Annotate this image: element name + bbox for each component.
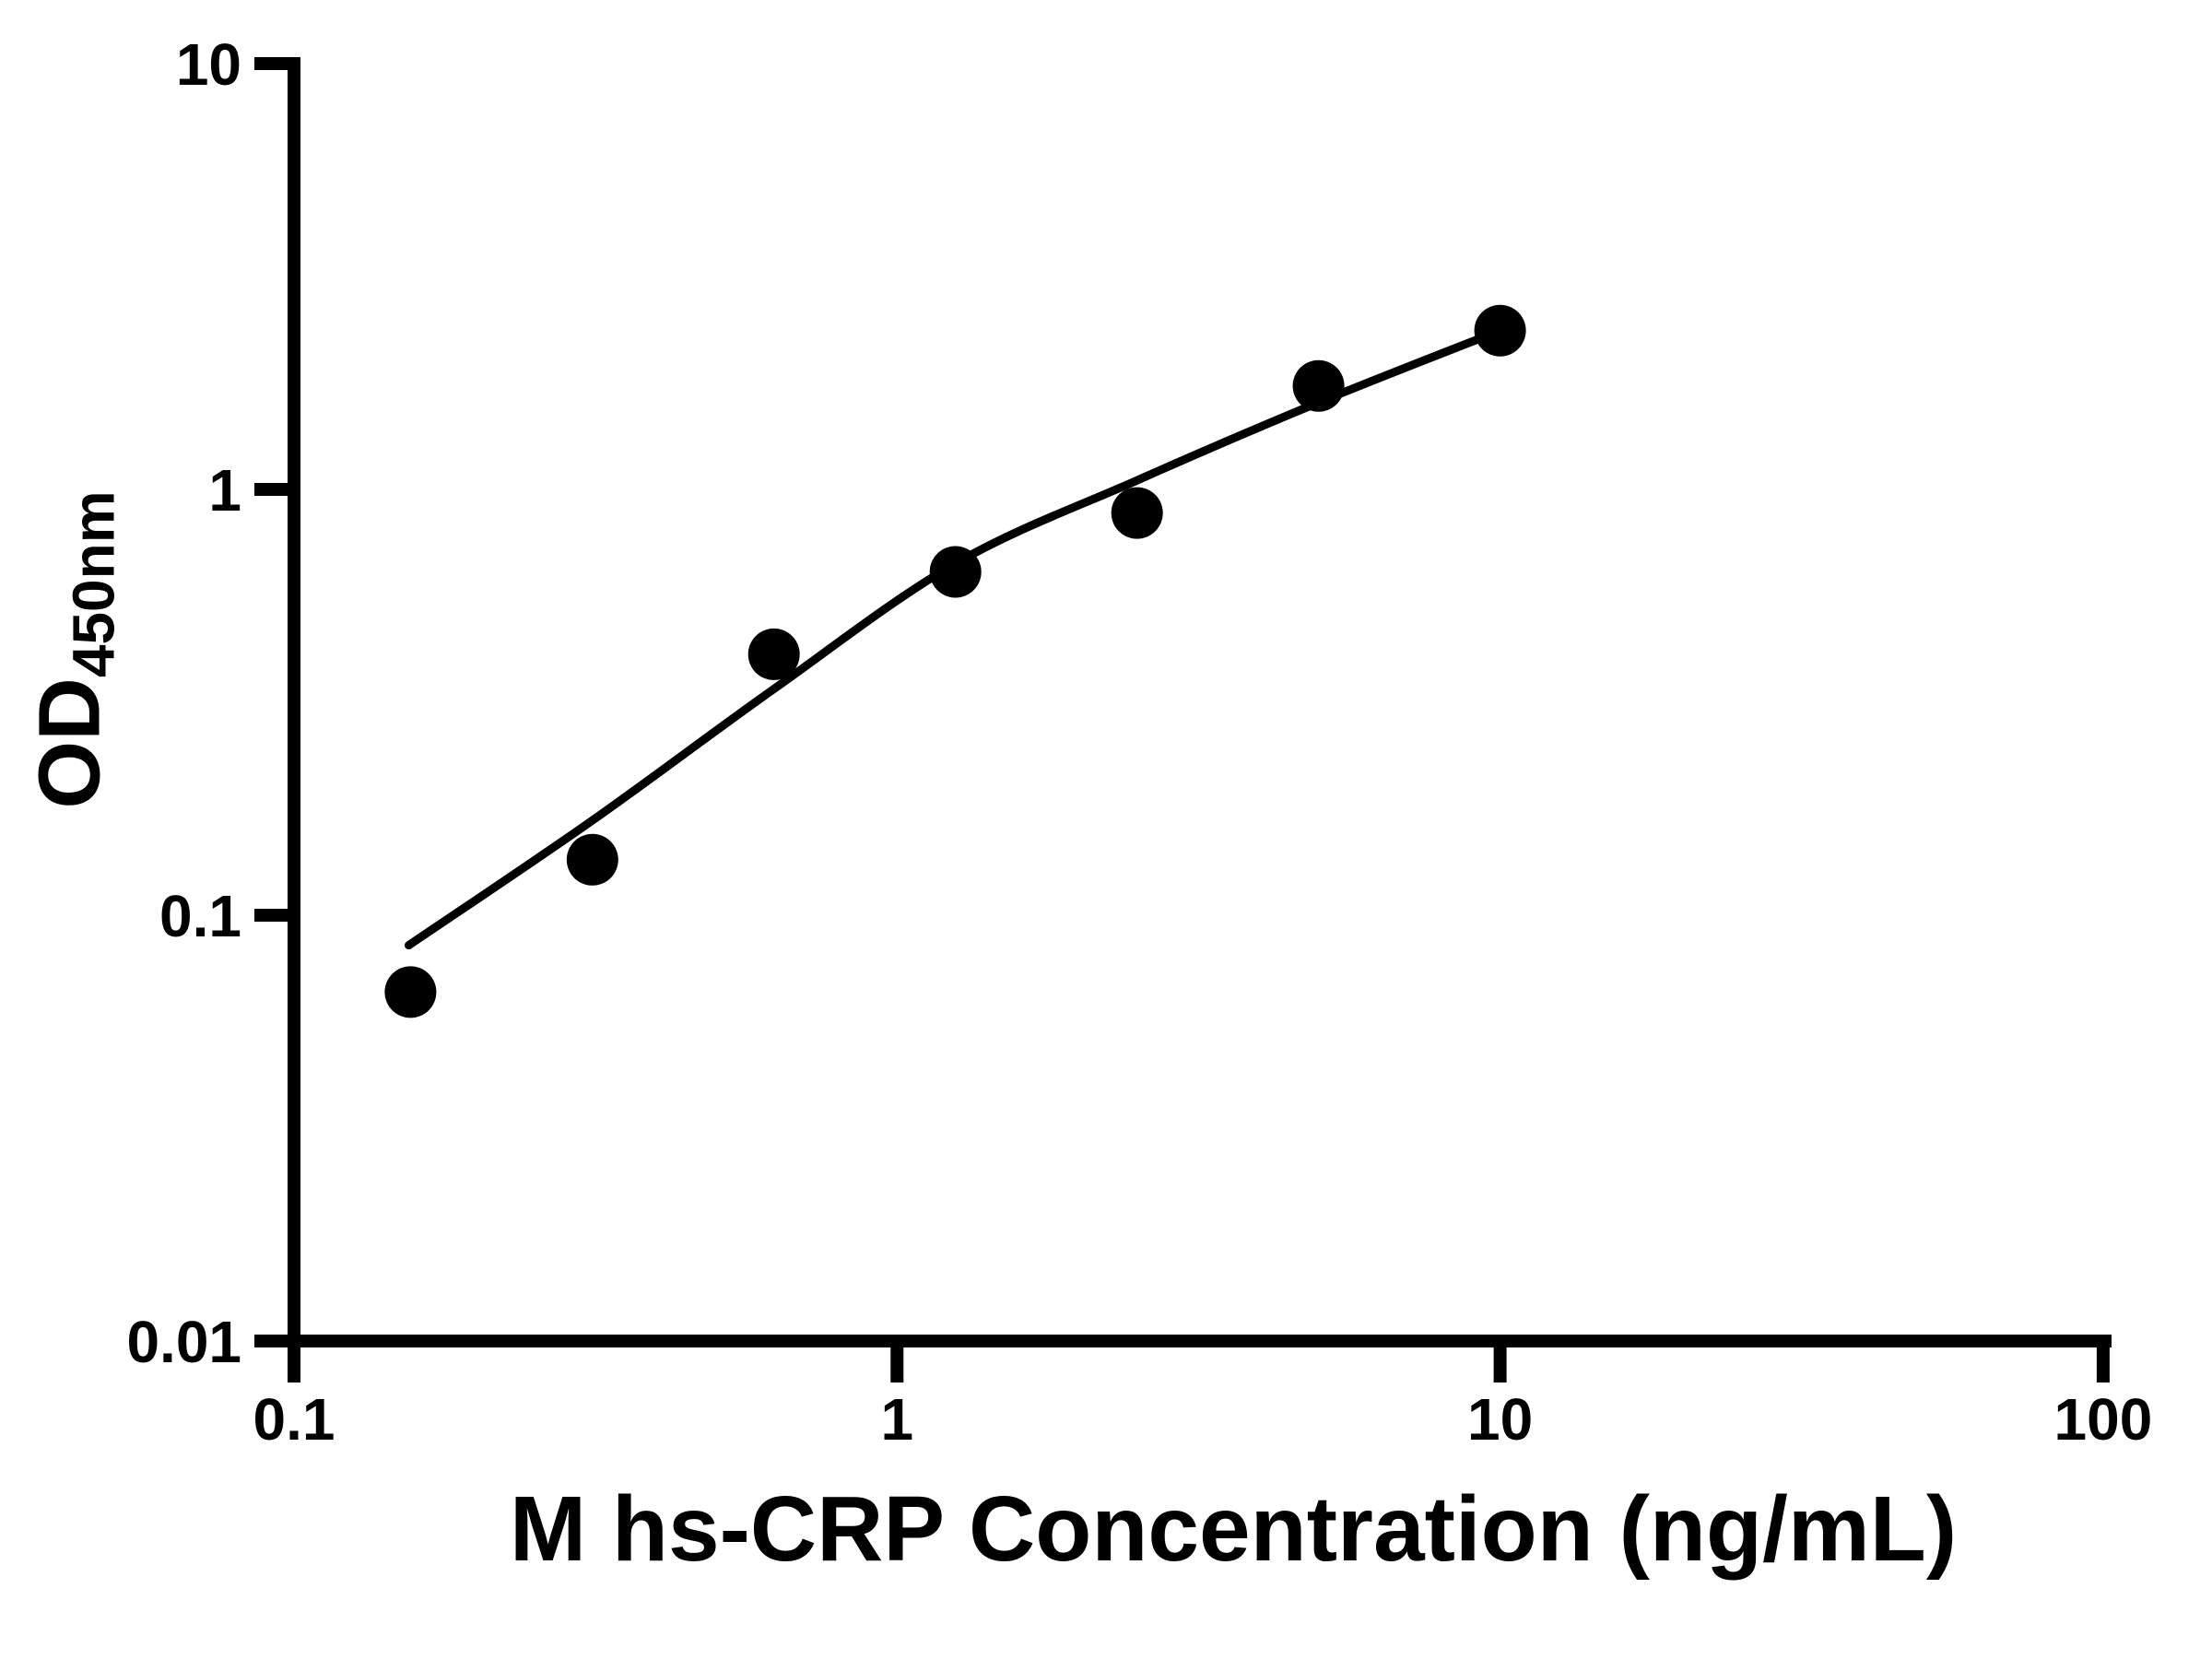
data-point xyxy=(566,833,618,886)
data-point xyxy=(1474,304,1526,357)
data-point xyxy=(1292,359,1345,412)
x-tick-label: 0.1 xyxy=(253,1386,335,1453)
x-tick-label: 1 xyxy=(881,1386,914,1453)
x-tick-label: 10 xyxy=(1467,1386,1533,1453)
y-axis-title: OD450nm xyxy=(20,490,128,808)
data-point xyxy=(929,546,982,598)
x-axis-title: M hs-CRP Concentration (ng/mL) xyxy=(509,1477,1958,1581)
y-tick-label: 0.1 xyxy=(159,883,241,949)
y-axis-title-main: OD xyxy=(20,677,119,809)
data-point xyxy=(384,966,437,1018)
y-tick-label: 1 xyxy=(208,457,241,524)
data-point xyxy=(1111,487,1163,539)
data-point xyxy=(747,628,800,680)
y-tick-label: 10 xyxy=(176,31,241,98)
y-axis-title-subscript: 450nm xyxy=(60,490,127,678)
x-tick-label: 100 xyxy=(2054,1386,2153,1453)
y-tick-label: 0.01 xyxy=(126,1309,241,1375)
